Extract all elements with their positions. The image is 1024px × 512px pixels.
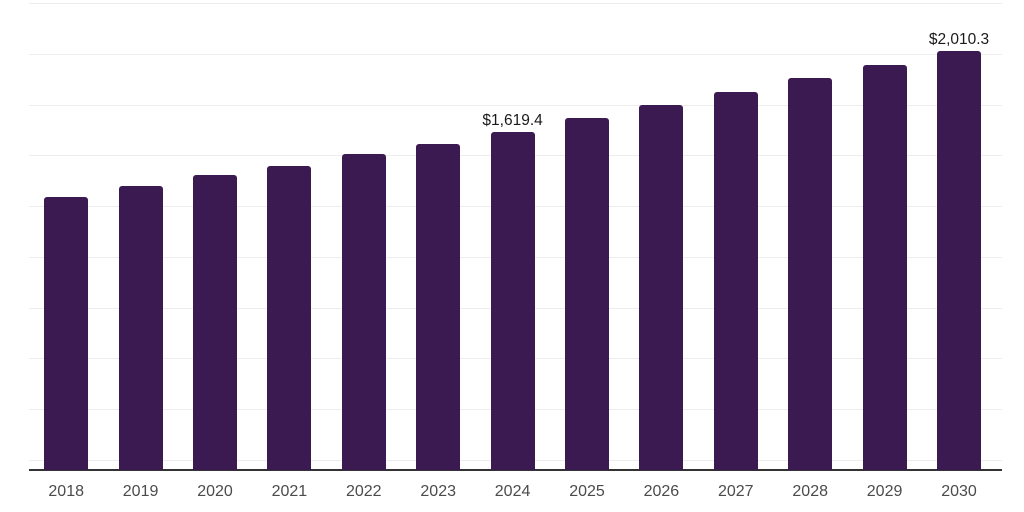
x-tick-label: 2023 <box>420 483 456 500</box>
bar <box>862 65 907 470</box>
bar <box>565 118 609 470</box>
x-tick-label: 2029 <box>866 483 903 500</box>
bar <box>267 166 312 470</box>
x-tick-label: 2027 <box>717 483 754 500</box>
x-tick-label: 2019 <box>122 483 159 500</box>
x-axis-line <box>29 469 1002 471</box>
bar <box>713 92 758 470</box>
bar <box>341 154 386 470</box>
gridline <box>29 53 1002 55</box>
x-tick-label: 2018 <box>48 483 84 500</box>
bar-value-label: $1,619.4 <box>482 112 543 129</box>
bar <box>639 105 684 470</box>
gridline <box>29 104 1002 106</box>
bar <box>937 51 981 470</box>
x-tick-label: 2025 <box>569 483 605 500</box>
x-tick-label: 2030 <box>941 483 977 500</box>
bar-value-label: $2,010.3 <box>928 31 990 48</box>
x-tick-label: 2022 <box>345 483 382 500</box>
bar <box>44 197 89 470</box>
bar <box>416 144 461 470</box>
x-tick-label: 2024 <box>494 483 531 500</box>
bar <box>118 186 163 470</box>
bar <box>490 132 535 470</box>
x-tick-label: 2021 <box>271 483 308 500</box>
x-tick-label: 2028 <box>792 483 828 500</box>
bar <box>193 175 237 470</box>
x-tick-label: 2020 <box>197 483 233 500</box>
gridline <box>29 3 1002 4</box>
bar <box>788 78 833 470</box>
x-tick-label: 2026 <box>643 483 680 500</box>
